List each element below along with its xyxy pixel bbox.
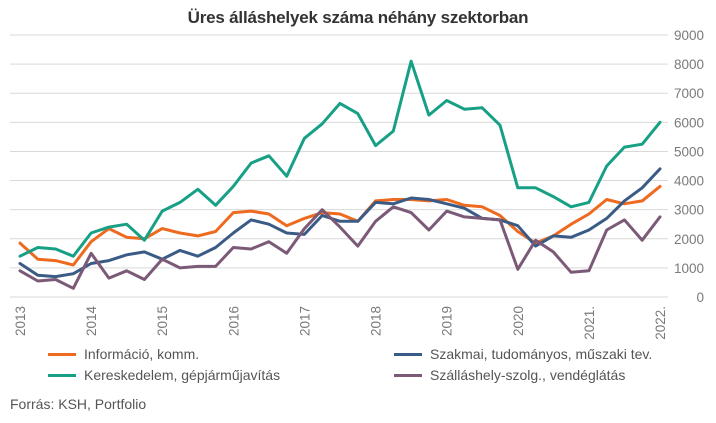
legend-swatch-informacio bbox=[48, 352, 76, 356]
series-line-1 bbox=[18, 167, 662, 279]
gridlines bbox=[10, 34, 668, 298]
legend-label-informacio: Információ, komm. bbox=[84, 346, 200, 362]
x-tick-label-5: 2018 bbox=[369, 306, 384, 336]
source-note: Forrás: KSH, Portfolio bbox=[10, 396, 147, 412]
legend-swatch-szallashely bbox=[394, 373, 422, 377]
legend-item-szallashely: Szálláshely-szolg., vendéglátás bbox=[394, 367, 625, 383]
y-axis-tick-labels: 0 1000 2000 3000 4000 5000 6000 7000 8000 9000 bbox=[674, 28, 704, 305]
x-axis-tick-labels: 2013 2014 2015 2016 2017 2018 2019 2020 2021. 202… bbox=[13, 306, 668, 340]
legend: Információ, komm. Szakmai, tudományos, m… bbox=[0, 340, 716, 390]
series-line-3 bbox=[18, 205, 662, 290]
x-tick-label-7: 2020 bbox=[511, 306, 526, 336]
y-tick-label-3000: 3000 bbox=[674, 203, 704, 218]
y-tick-label-4000: 4000 bbox=[674, 174, 704, 189]
legend-item-informacio: Információ, komm. bbox=[48, 346, 199, 362]
x-tick-label-0: 2013 bbox=[13, 306, 28, 336]
x-tick-label-8: 2021. bbox=[582, 306, 597, 340]
legend-item-szakmai: Szakmai, tudományos, műszaki tev. bbox=[394, 346, 652, 362]
x-tick-label-9: 2022. bbox=[653, 306, 668, 340]
series-line-2 bbox=[18, 59, 662, 258]
legend-item-kereskedelem: Kereskedelem, gépjárműjavítás bbox=[48, 367, 280, 383]
chart-title: Üres álláshelyek száma néhány szektorban bbox=[187, 8, 529, 27]
x-tick-label-6: 2019 bbox=[440, 306, 455, 336]
y-tick-label-2000: 2000 bbox=[674, 232, 704, 247]
x-tick-label-2: 2015 bbox=[155, 306, 170, 336]
y-tick-label-7000: 7000 bbox=[674, 86, 704, 101]
y-tick-label-9000: 9000 bbox=[674, 28, 704, 43]
x-tick-label-1: 2014 bbox=[84, 306, 99, 337]
legend-label-kereskedelem: Kereskedelem, gépjárműjavítás bbox=[84, 367, 281, 383]
legend-label-szallashely: Szálláshely-szolg., vendéglátás bbox=[430, 367, 626, 383]
y-tick-label-1000: 1000 bbox=[674, 261, 704, 276]
x-tick-label-3: 2016 bbox=[226, 306, 241, 336]
legend-swatch-kereskedelem bbox=[48, 373, 76, 377]
legend-label-szakmai: Szakmai, tudományos, műszaki tev. bbox=[430, 346, 653, 362]
chart-area: 0 1000 2000 3000 4000 5000 6000 7000 8000 9000 20… bbox=[10, 28, 704, 340]
legend-swatch-szakmai bbox=[394, 352, 422, 356]
x-tick-label-4: 2017 bbox=[297, 306, 312, 336]
y-tick-label-0: 0 bbox=[696, 290, 704, 305]
y-tick-label-5000: 5000 bbox=[674, 144, 704, 159]
series-lines bbox=[18, 59, 662, 290]
y-tick-label-8000: 8000 bbox=[674, 57, 704, 72]
y-tick-label-6000: 6000 bbox=[674, 115, 704, 130]
